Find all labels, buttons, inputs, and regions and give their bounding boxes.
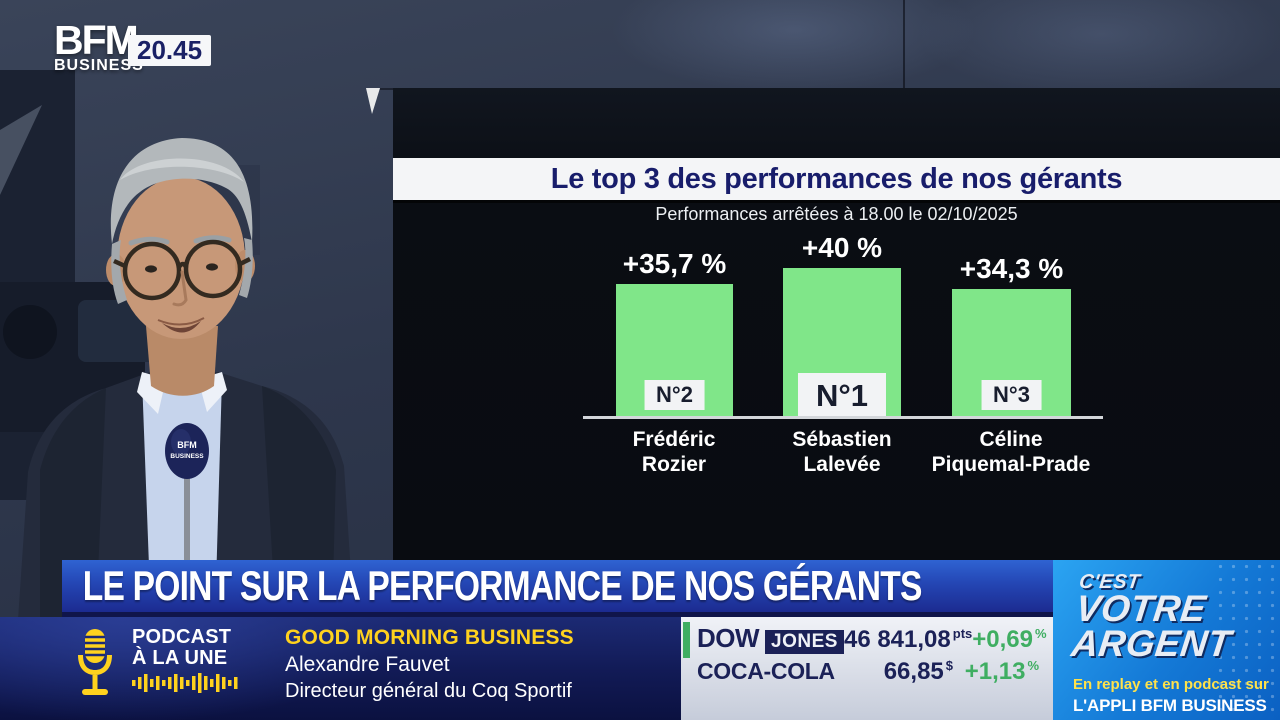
podcast-microphone-icon bbox=[78, 629, 112, 695]
ticker-row: COCA-COLA 66,85 $ +1,13% bbox=[697, 658, 1039, 693]
bar-name-line1: Céline bbox=[979, 428, 1043, 451]
dots-pattern bbox=[1214, 560, 1280, 720]
bar-name: Céline Piquemal-Prade bbox=[911, 428, 1111, 478]
bar-fill: N°3 bbox=[952, 289, 1071, 418]
ticker-name: DOW bbox=[697, 623, 760, 653]
ticker-change-unit: % bbox=[1034, 626, 1047, 641]
ticker-change: +1,13% bbox=[953, 658, 1039, 686]
bar-value-label: +35,7 % bbox=[622, 248, 727, 279]
podcast-kicker-line2: À LA UNE bbox=[132, 647, 228, 669]
ticker-accent-bar bbox=[683, 622, 690, 658]
chart-title: Le top 3 des performances de nos gérants bbox=[550, 162, 1123, 195]
presenter-illustration: BFM BUSINESS bbox=[0, 70, 380, 620]
chart-subtitle: Performances arrêtées à 18.00 le 02/10/2… bbox=[655, 204, 1018, 224]
bar-name-line1: Sébastien bbox=[792, 428, 892, 451]
chart: +35,7 % N°2 +40 % N°1 +34,3 % N°3 bbox=[393, 228, 1280, 418]
bar-value-label: +40 % bbox=[801, 232, 883, 263]
replay-text: En replay et en podcast sur bbox=[1073, 676, 1269, 693]
bar-name-line1: Frédéric bbox=[632, 428, 716, 451]
ticker-name: COCA-COLA bbox=[697, 658, 835, 684]
program-logo: C'EST VOTRE ARGENT bbox=[1069, 571, 1239, 664]
rank-badge: N°3 bbox=[981, 380, 1042, 410]
microphone-label-1: BFM bbox=[177, 440, 197, 450]
headline-banner: LE POINT SUR LA PERFORMANCE DE NOS GÉRAN… bbox=[62, 560, 1053, 617]
chart-title-band: Le top 3 des performances de nos gérants bbox=[393, 158, 1280, 200]
ticker-change-unit: % bbox=[1027, 658, 1039, 673]
program-logo-line2: VOTRE bbox=[1073, 588, 1209, 629]
channel-name: BFM bbox=[54, 17, 139, 63]
bar-column: +35,7 % N°2 bbox=[616, 248, 733, 418]
ticker-value: 66,85 $ bbox=[884, 658, 953, 686]
rank-badge: N°2 bbox=[644, 380, 705, 410]
bfm-logo: BFM BUSINESS 20.45 bbox=[54, 17, 212, 74]
channel-subname: BUSINESS bbox=[54, 57, 144, 74]
ticker-value-number: 66,85 bbox=[883, 658, 944, 685]
ticker-value: 46 841,08 pts bbox=[844, 626, 972, 654]
guest-name: Alexandre Fauvet bbox=[285, 653, 450, 676]
ticker-panel: DOW JONES 46 841,08 pts +0,69% COCA-COLA … bbox=[681, 617, 1053, 720]
bar-name: Sébastien Lalevée bbox=[742, 428, 942, 478]
wall-seam-vertical bbox=[903, 0, 905, 90]
ticker-change-number: +0,69 bbox=[972, 626, 1033, 653]
ticker-value-unit: $ bbox=[945, 658, 953, 673]
bar-name-line2: Lalevée bbox=[803, 452, 881, 476]
time-badge: 20.45 bbox=[128, 35, 212, 66]
podcast-panel: PODCAST À LA UNE bbox=[0, 617, 681, 720]
equalizer-icon bbox=[132, 673, 238, 693]
ticker-change: +0,69% bbox=[972, 626, 1046, 654]
rank-badge: N°1 bbox=[797, 373, 887, 418]
ticker-value-unit: pts bbox=[952, 626, 973, 641]
app-text: L'APPLI BFM BUSINESS bbox=[1073, 696, 1267, 715]
glasses-shape bbox=[113, 239, 252, 301]
ticker-change-number: +1,13 bbox=[964, 658, 1026, 685]
bar-column: +34,3 % N°3 bbox=[952, 253, 1071, 418]
podcast-kicker-line1: PODCAST bbox=[132, 626, 232, 648]
bar-value-label: +34,3 % bbox=[959, 253, 1064, 284]
headline-text: LE POINT SUR LA PERFORMANCE DE NOS GÉRAN… bbox=[82, 562, 923, 609]
show-name: GOOD MORNING BUSINESS bbox=[285, 626, 574, 649]
program-panel: C'EST VOTRE ARGENT En replay et en podca… bbox=[1053, 560, 1280, 720]
bar-column: +40 % N°1 bbox=[783, 232, 901, 418]
graphics-panel: Le top 3 des performances de nos gérants… bbox=[393, 88, 1280, 560]
ticker-name-badge: JONES bbox=[765, 630, 844, 654]
ticker-value-number: 46 841,08 bbox=[843, 626, 951, 653]
bar-name-line2: Piquemal-Prade bbox=[931, 452, 1091, 476]
bar-name-line2: Rozier bbox=[641, 452, 707, 476]
chart-baseline bbox=[583, 416, 1103, 419]
guest-title: Directeur général du Coq Sportif bbox=[285, 680, 572, 702]
bar-fill: N°1 bbox=[783, 268, 901, 418]
microphone-label-2: BUSINESS bbox=[170, 453, 204, 460]
microphone-stem bbox=[184, 470, 190, 620]
ticker-row: DOW JONES 46 841,08 pts +0,69% bbox=[697, 623, 1047, 658]
bar-name: Frédéric Rozier bbox=[574, 428, 774, 478]
program-logo-line3: ARGENT bbox=[1069, 623, 1234, 664]
bar-fill: N°2 bbox=[616, 284, 733, 418]
